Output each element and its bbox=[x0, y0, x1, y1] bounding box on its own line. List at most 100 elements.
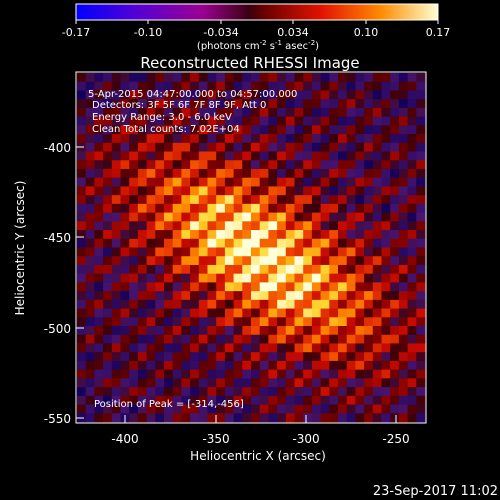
heatmap-cell bbox=[137, 142, 148, 153]
heatmap-cell bbox=[329, 326, 339, 336]
heatmap-cell bbox=[311, 352, 322, 362]
heatmap-cell bbox=[233, 360, 243, 371]
heatmap-cell bbox=[338, 334, 348, 344]
heatmap-cell bbox=[224, 134, 235, 144]
heatmap-cell bbox=[338, 308, 348, 318]
heatmap-cell bbox=[172, 230, 182, 240]
heatmap-cell bbox=[198, 116, 208, 126]
x-tick-label: -400 bbox=[111, 432, 138, 446]
heatmap-cell bbox=[251, 238, 261, 248]
heatmap-cell bbox=[259, 404, 269, 414]
heatmap-cell bbox=[224, 256, 235, 266]
heatmap-cell bbox=[346, 116, 356, 126]
heatmap-cell bbox=[268, 116, 278, 126]
heatmap-cell bbox=[277, 282, 287, 292]
heatmap-cell bbox=[85, 116, 95, 126]
heatmap-cell bbox=[172, 116, 182, 126]
heatmap-cell bbox=[137, 195, 148, 205]
heatmap-cell bbox=[155, 168, 165, 179]
heatmap-cell bbox=[346, 107, 356, 118]
heatmap-cell bbox=[198, 230, 208, 240]
heatmap-cell bbox=[285, 107, 295, 118]
heatmap-cell bbox=[233, 282, 243, 292]
heatmap-cell bbox=[94, 404, 104, 414]
heatmap-cell bbox=[103, 221, 113, 231]
heatmap-cell bbox=[190, 369, 200, 379]
heatmap-cell bbox=[329, 352, 339, 362]
heatmap-cell bbox=[198, 413, 208, 423]
heatmap-cell bbox=[303, 413, 313, 423]
heatmap-cell bbox=[216, 308, 226, 318]
heatmap-cell bbox=[190, 360, 200, 371]
heatmap-cell bbox=[233, 247, 243, 257]
heatmap-cell bbox=[242, 317, 252, 327]
heatmap-cell bbox=[338, 203, 348, 214]
heatmap-cell bbox=[294, 221, 304, 231]
heatmap-cell bbox=[216, 360, 226, 371]
heatmap-cell bbox=[268, 221, 278, 231]
heatmap-cell bbox=[390, 160, 400, 170]
heatmap-cell bbox=[216, 369, 226, 379]
heatmap-cell bbox=[390, 299, 400, 310]
heatmap-cell bbox=[242, 308, 252, 318]
heatmap-cell bbox=[364, 151, 374, 161]
heatmap-cell bbox=[268, 142, 278, 153]
heatmap-cell bbox=[85, 221, 95, 231]
heatmap-cell bbox=[398, 221, 409, 231]
heatmap-cell bbox=[329, 151, 339, 161]
heatmap-cell bbox=[181, 116, 191, 126]
heatmap-cell bbox=[355, 413, 365, 423]
heatmap-cell bbox=[137, 299, 148, 310]
heatmap-cell bbox=[381, 282, 391, 292]
heatmap-cell bbox=[146, 369, 156, 379]
heatmap-cell bbox=[164, 107, 174, 118]
heatmap-cell bbox=[137, 308, 148, 318]
heatmap-cell bbox=[155, 107, 165, 118]
heatmap-cell bbox=[285, 395, 295, 406]
heatmap-cell bbox=[277, 160, 287, 170]
heatmap-cell bbox=[190, 387, 200, 397]
heatmap-cell bbox=[207, 282, 217, 292]
heatmap-cell bbox=[311, 116, 322, 126]
heatmap-cell bbox=[207, 142, 217, 153]
heatmap-cell bbox=[172, 125, 182, 135]
heatmap-cell bbox=[103, 369, 113, 379]
heatmap-cell bbox=[181, 378, 191, 388]
heatmap-cell bbox=[190, 203, 200, 214]
heatmap-cell bbox=[311, 264, 322, 275]
heatmap-cell bbox=[416, 273, 426, 283]
heatmap-cell bbox=[111, 90, 121, 100]
heatmap-cell bbox=[111, 308, 121, 318]
heatmap-cell bbox=[259, 352, 269, 362]
heatmap-cell bbox=[416, 291, 426, 301]
heatmap-cell bbox=[224, 90, 235, 100]
heatmap-cell bbox=[103, 107, 113, 118]
heatmap-cell bbox=[94, 186, 104, 196]
heatmap-cell bbox=[259, 134, 269, 144]
heatmap-cell bbox=[390, 107, 400, 118]
heatmap-cell bbox=[398, 273, 409, 283]
heatmap-cell bbox=[137, 282, 148, 292]
heatmap-cell bbox=[190, 343, 200, 353]
heatmap-cell bbox=[294, 413, 304, 423]
heatmap-cell bbox=[285, 116, 295, 126]
heatmap-cell bbox=[285, 230, 295, 240]
heatmap-cell bbox=[164, 90, 174, 100]
heatmap-cell bbox=[372, 317, 382, 327]
heatmap-cell bbox=[172, 160, 182, 170]
heatmap-cell bbox=[268, 125, 278, 135]
heatmap-cell bbox=[224, 212, 235, 222]
heatmap-cell bbox=[398, 177, 409, 187]
heatmap-cell bbox=[224, 221, 235, 231]
heatmap-cell bbox=[372, 395, 382, 406]
heatmap-cell bbox=[372, 404, 382, 414]
heatmap-cell bbox=[190, 299, 200, 310]
heatmap-cell bbox=[94, 291, 104, 301]
heatmap-cell bbox=[416, 142, 426, 153]
heatmap-cell bbox=[207, 73, 217, 83]
heatmap-cell bbox=[285, 413, 295, 423]
heatmap-cell bbox=[277, 369, 287, 379]
heatmap-cell bbox=[285, 186, 295, 196]
heatmap-cell bbox=[320, 116, 330, 126]
heatmap-cell bbox=[198, 317, 208, 327]
